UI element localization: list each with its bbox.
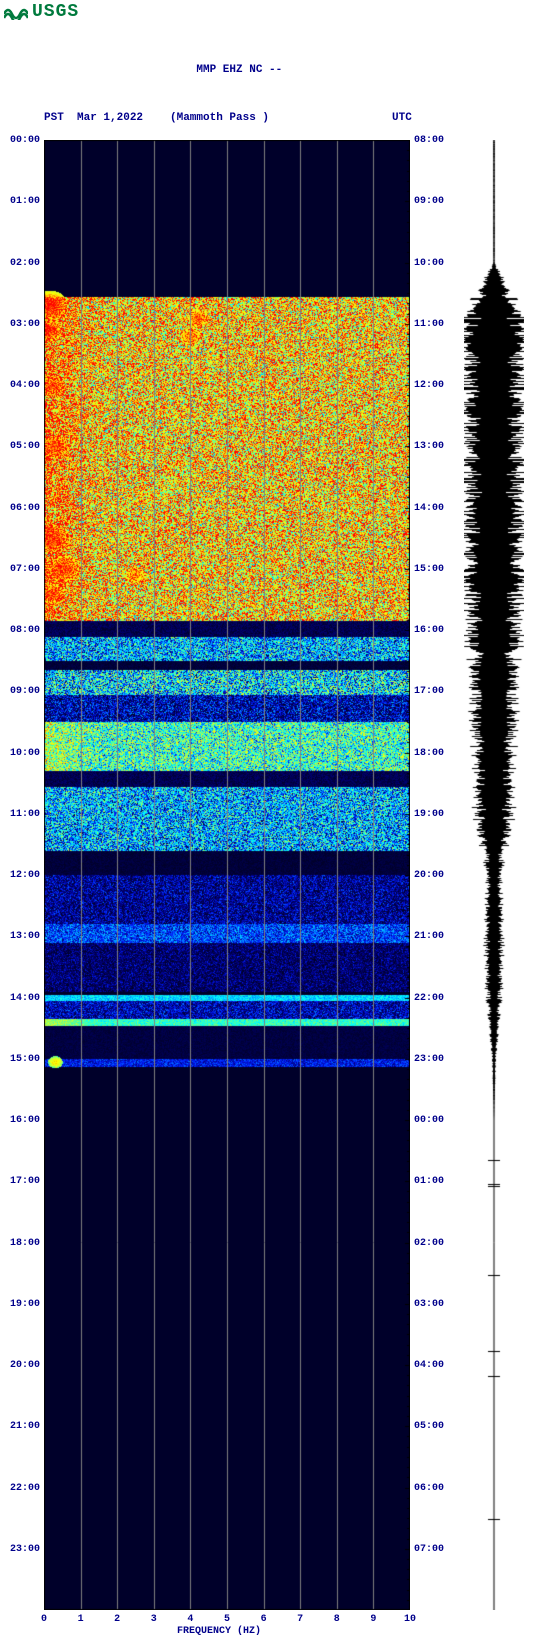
ytick-left: 19:00 xyxy=(4,1299,40,1310)
ytick-left: 07:00 xyxy=(4,564,40,575)
ytick-right: 19:00 xyxy=(414,809,454,820)
ytick-left: 03:00 xyxy=(4,319,40,330)
ytick-right: 03:00 xyxy=(414,1299,454,1310)
ytick-right: 09:00 xyxy=(414,196,454,207)
ytick-right: 14:00 xyxy=(414,503,454,514)
ytick-left: 10:00 xyxy=(4,748,40,759)
ytick-right: 13:00 xyxy=(414,441,454,452)
spectrogram-plot xyxy=(44,140,410,1610)
ytick-left: 20:00 xyxy=(4,1360,40,1371)
xtick: 9 xyxy=(370,1614,376,1625)
ytick-right: 23:00 xyxy=(414,1054,454,1065)
ytick-right: 02:00 xyxy=(414,1238,454,1249)
ytick-right: 12:00 xyxy=(414,380,454,391)
ytick-right: 18:00 xyxy=(414,748,454,759)
xtick: 5 xyxy=(224,1614,230,1625)
ytick-left: 08:00 xyxy=(4,625,40,636)
ytick-right: 00:00 xyxy=(414,1115,454,1126)
ytick-left: 13:00 xyxy=(4,931,40,942)
ytick-left: 11:00 xyxy=(4,809,40,820)
ytick-right: 21:00 xyxy=(414,931,454,942)
chart-area: 012345678910FREQUENCY (HZ)00:0008:0001:0… xyxy=(44,140,524,1650)
xtick: 10 xyxy=(404,1614,416,1625)
ytick-right: 15:00 xyxy=(414,564,454,575)
usgs-logo: USGS xyxy=(0,0,552,24)
ytick-right: 07:00 xyxy=(414,1544,454,1555)
xtick: 4 xyxy=(187,1614,193,1625)
ytick-right: 10:00 xyxy=(414,258,454,269)
ytick-right: 16:00 xyxy=(414,625,454,636)
xtick: 8 xyxy=(334,1614,340,1625)
ytick-left: 00:00 xyxy=(4,135,40,146)
ytick-left: 05:00 xyxy=(4,441,40,452)
ytick-right: 04:00 xyxy=(414,1360,454,1371)
ytick-right: 11:00 xyxy=(414,319,454,330)
ytick-left: 04:00 xyxy=(4,380,40,391)
ytick-left: 06:00 xyxy=(4,503,40,514)
ytick-left: 12:00 xyxy=(4,870,40,881)
ytick-right: 05:00 xyxy=(414,1421,454,1432)
ytick-right: 17:00 xyxy=(414,686,454,697)
ytick-left: 23:00 xyxy=(4,1544,40,1555)
ytick-right: 08:00 xyxy=(414,135,454,146)
xtick: 1 xyxy=(78,1614,84,1625)
usgs-wave-icon xyxy=(4,4,28,20)
ytick-left: 01:00 xyxy=(4,196,40,207)
xtick: 0 xyxy=(41,1614,47,1625)
ytick-left: 16:00 xyxy=(4,1115,40,1126)
chart-header: MMP EHZ NC -- PST Mar 1,2022 (Mammoth Pa… xyxy=(0,24,552,140)
ytick-left: 21:00 xyxy=(4,1421,40,1432)
ytick-right: 01:00 xyxy=(414,1176,454,1187)
utc-label: UTC xyxy=(392,112,452,124)
xtick: 6 xyxy=(261,1614,267,1625)
ytick-left: 15:00 xyxy=(4,1054,40,1065)
usgs-logo-text: USGS xyxy=(32,2,79,22)
waveform-plot xyxy=(464,140,524,1610)
xtick: 7 xyxy=(297,1614,303,1625)
xtick: 3 xyxy=(151,1614,157,1625)
ytick-left: 14:00 xyxy=(4,993,40,1004)
ytick-left: 17:00 xyxy=(4,1176,40,1187)
ytick-left: 22:00 xyxy=(4,1483,40,1494)
ytick-right: 20:00 xyxy=(414,870,454,881)
station-name: (Mammoth Pass ) xyxy=(164,112,290,124)
ytick-right: 22:00 xyxy=(414,993,454,1004)
ytick-left: 09:00 xyxy=(4,686,40,697)
station-code: MMP EHZ NC -- xyxy=(196,64,282,76)
date-label: PST Mar 1,2022 xyxy=(44,112,164,124)
ytick-left: 18:00 xyxy=(4,1238,40,1249)
ytick-right: 06:00 xyxy=(414,1483,454,1494)
xtick: 2 xyxy=(114,1614,120,1625)
x-axis-label: FREQUENCY (HZ) xyxy=(177,1626,261,1637)
ytick-left: 02:00 xyxy=(4,258,40,269)
